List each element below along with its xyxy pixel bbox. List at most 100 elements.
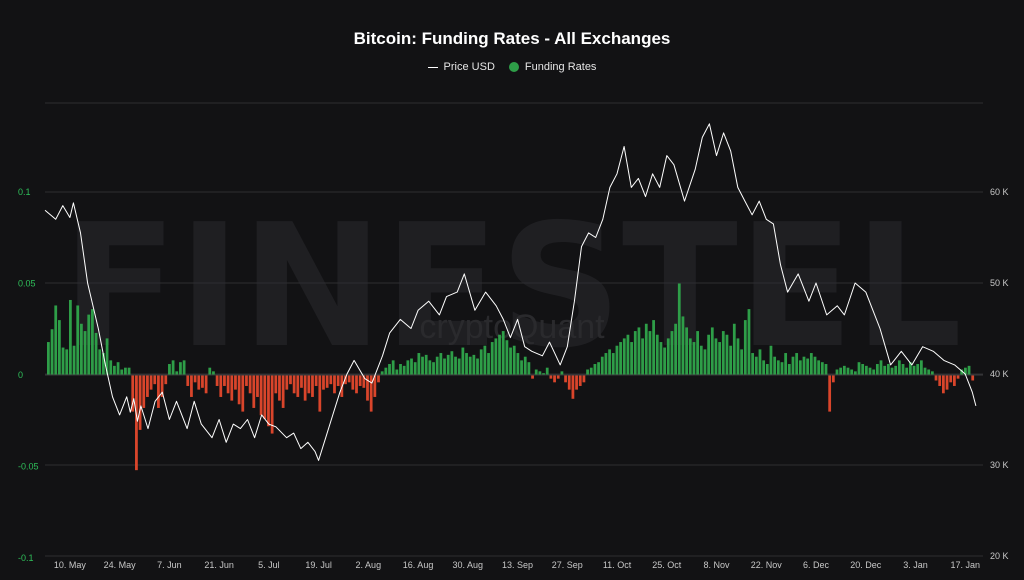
funding-rate-bar[interactable] <box>593 364 597 375</box>
funding-rate-bar[interactable] <box>69 299 72 375</box>
funding-rate-bar[interactable] <box>263 375 267 419</box>
funding-rate-bar[interactable] <box>428 360 432 375</box>
funding-rate-bar[interactable] <box>190 375 193 397</box>
funding-rate-bar[interactable] <box>80 323 83 375</box>
funding-rate-bar[interactable] <box>109 360 113 375</box>
funding-rate-bar[interactable] <box>384 367 388 375</box>
funding-rate-bar[interactable] <box>116 362 120 375</box>
funding-rate-bar[interactable] <box>494 338 498 375</box>
funding-rate-bar[interactable] <box>164 375 168 385</box>
funding-rate-bar[interactable] <box>399 364 402 375</box>
funding-rate-bar[interactable] <box>406 360 410 375</box>
funding-rate-bar[interactable] <box>300 375 303 388</box>
funding-rate-bar[interactable] <box>443 358 446 375</box>
funding-rate-bar[interactable] <box>274 375 278 394</box>
funding-rate-bar[interactable] <box>197 375 201 390</box>
funding-rate-bar[interactable] <box>509 347 512 375</box>
funding-rate-bar[interactable] <box>828 375 832 412</box>
funding-rate-bar[interactable] <box>65 349 69 375</box>
funding-rate-bar[interactable] <box>545 367 549 375</box>
funding-rate-bar[interactable] <box>435 356 439 375</box>
funding-rate-bar[interactable] <box>633 331 637 375</box>
funding-rate-bar[interactable] <box>699 345 703 375</box>
funding-rate-bar[interactable] <box>135 375 138 471</box>
funding-rate-bar[interactable] <box>329 375 333 385</box>
funding-rate-bar[interactable] <box>76 305 80 375</box>
funding-rate-bar[interactable] <box>692 342 696 375</box>
funding-rate-bar[interactable] <box>87 314 91 375</box>
funding-rate-bar[interactable] <box>567 375 571 390</box>
funding-rate-bar[interactable] <box>278 375 281 401</box>
funding-rate-bar[interactable] <box>450 351 454 375</box>
funding-rate-bar[interactable] <box>707 334 711 375</box>
funding-rate-bar[interactable] <box>831 375 835 383</box>
funding-rate-bar[interactable] <box>472 354 476 375</box>
funding-rate-bar[interactable] <box>578 375 582 386</box>
funding-rate-bar[interactable] <box>171 360 175 375</box>
funding-rate-bar[interactable] <box>560 371 564 375</box>
funding-rate-bar[interactable] <box>252 375 256 408</box>
funding-rate-bar[interactable] <box>813 356 817 375</box>
funding-rate-bar[interactable] <box>798 360 802 375</box>
funding-rate-bar[interactable] <box>113 365 116 375</box>
funding-rate-bar[interactable] <box>927 369 931 375</box>
funding-rate-bar[interactable] <box>773 356 777 375</box>
funding-rate-bar[interactable] <box>655 334 659 375</box>
funding-rate-bar[interactable] <box>842 365 846 375</box>
funding-rate-bar[interactable] <box>490 342 494 375</box>
funding-rate-bar[interactable] <box>523 356 527 375</box>
funding-rate-bar[interactable] <box>571 375 575 399</box>
funding-rate-bar[interactable] <box>941 375 945 394</box>
funding-rate-bar[interactable] <box>894 365 898 375</box>
funding-rate-bar[interactable] <box>50 329 54 375</box>
funding-rate-bar[interactable] <box>193 375 197 383</box>
funding-rate-bar[interactable] <box>776 360 780 375</box>
funding-rate-bar[interactable] <box>538 371 542 375</box>
funding-rate-bar[interactable] <box>501 331 505 375</box>
funding-rate-bar[interactable] <box>289 375 292 385</box>
funding-rate-bar[interactable] <box>556 375 560 379</box>
funding-rate-bar[interactable] <box>787 364 791 375</box>
funding-rate-bar[interactable] <box>703 349 707 375</box>
funding-rate-bar[interactable] <box>912 365 916 375</box>
funding-rate-bar[interactable] <box>476 358 479 375</box>
funding-rate-bar[interactable] <box>237 375 241 405</box>
funding-rate-bar[interactable] <box>582 375 586 383</box>
funding-rate-bar[interactable] <box>248 375 252 394</box>
funding-rate-bar[interactable] <box>179 362 182 375</box>
funding-rate-bar[interactable] <box>725 334 729 375</box>
funding-rate-bar[interactable] <box>245 375 248 386</box>
funding-rate-bar[interactable] <box>611 353 615 375</box>
funding-rate-bar[interactable] <box>626 334 630 375</box>
funding-rate-bar[interactable] <box>916 364 920 375</box>
funding-rate-bar[interactable] <box>395 369 399 375</box>
funding-rate-bar[interactable] <box>219 375 223 397</box>
funding-rate-bar[interactable] <box>883 365 887 375</box>
funding-rate-bar[interactable] <box>311 375 314 397</box>
funding-rate-bar[interactable] <box>765 364 769 375</box>
funding-rate-bar[interactable] <box>952 375 956 386</box>
funding-rate-bar[interactable] <box>131 375 135 412</box>
funding-rate-bar[interactable] <box>417 353 421 375</box>
funding-rate-bar[interactable] <box>498 334 501 375</box>
funding-rate-bar[interactable] <box>864 365 868 375</box>
funding-rate-bar[interactable] <box>168 364 171 375</box>
funding-rate-bar[interactable] <box>366 375 369 401</box>
funding-rate-bar[interactable] <box>615 345 619 375</box>
funding-rate-bar[interactable] <box>424 354 428 375</box>
funding-rate-bar[interactable] <box>153 375 157 385</box>
funding-rate-bar[interactable] <box>666 338 670 375</box>
funding-rate-bar[interactable] <box>285 375 289 390</box>
funding-rate-bar[interactable] <box>531 375 534 379</box>
funding-rate-bar[interactable] <box>355 375 358 394</box>
funding-rate-bar[interactable] <box>637 327 641 375</box>
funding-rate-bar[interactable] <box>468 356 472 375</box>
funding-rate-bar[interactable] <box>644 323 648 375</box>
funding-rate-bar[interactable] <box>879 360 883 375</box>
funding-rate-bar[interactable] <box>795 353 799 375</box>
funding-rate-bar[interactable] <box>949 375 953 383</box>
funding-rate-bar[interactable] <box>351 375 355 390</box>
funding-rate-bar[interactable] <box>47 342 50 375</box>
funding-rate-bar[interactable] <box>421 356 424 375</box>
funding-rate-bar[interactable] <box>204 375 208 394</box>
